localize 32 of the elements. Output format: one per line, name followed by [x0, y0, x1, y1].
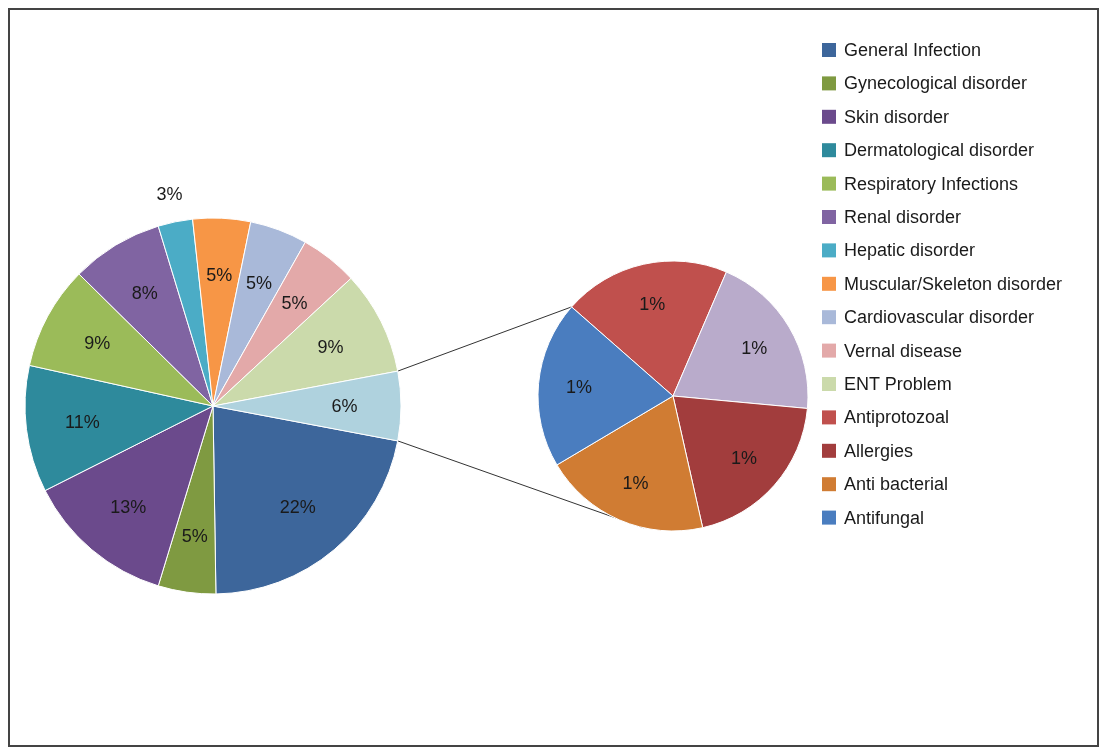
data-label: 22% — [279, 496, 316, 517]
legend-label: Renal disorder — [844, 207, 962, 227]
legend-label: Respiratory Infections — [844, 173, 1019, 194]
data-label: 3% — [156, 184, 183, 205]
data-label: 1% — [639, 293, 666, 314]
data-label: 1% — [565, 377, 592, 398]
legend-label: Vernal disease — [844, 340, 963, 361]
data-label: 5% — [206, 264, 233, 285]
legend-label: General Infection — [844, 40, 982, 60]
data-label: 5% — [281, 292, 308, 313]
legend-label: Hepatic disorder — [844, 240, 976, 261]
data-label: 8% — [131, 283, 158, 304]
legend-label: Anti bacterial — [844, 474, 949, 495]
legend-label: Antifungal — [844, 507, 925, 528]
legend-label: ENT Problem — [844, 374, 952, 394]
legend-label: Muscular/Skeleton disorder — [844, 273, 1063, 294]
legend-label: Gynecological disorder — [844, 73, 1028, 94]
data-label: 1% — [730, 448, 757, 469]
data-label: 13% — [110, 496, 147, 517]
legend-label: Cardiovascular disorder — [844, 307, 1035, 328]
legend-label: Antiprotozoal — [844, 407, 950, 428]
data-label: 5% — [246, 272, 273, 293]
legend-label: Allergies — [844, 440, 914, 461]
data-label: 9% — [317, 336, 344, 357]
data-label: 5% — [181, 526, 208, 547]
data-label: 6% — [331, 396, 358, 416]
data-label: 1% — [622, 472, 649, 493]
data-label: 9% — [84, 333, 111, 354]
data-label: 1% — [741, 337, 768, 358]
legend-label: Skin disorder — [844, 106, 950, 127]
legend-label: Dermatological disorder — [844, 140, 1035, 161]
data-label: 11% — [65, 412, 100, 433]
